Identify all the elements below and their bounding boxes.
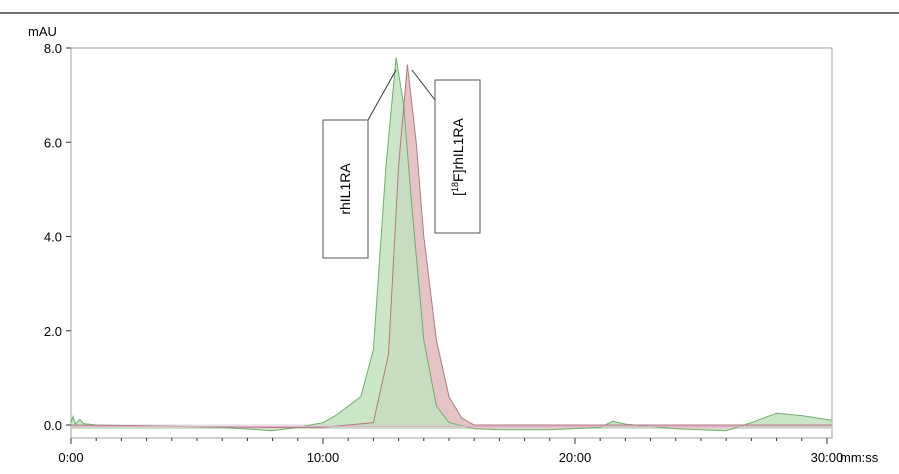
x-tick-label-3: 30:00 <box>811 450 844 465</box>
y-axis-label: mAU <box>28 24 57 39</box>
annotation-18F-rhIL1RA-leader <box>411 69 436 101</box>
y-tick-label-3: 6.0 <box>44 135 62 150</box>
annotation-18F-rhIL1RA-box <box>434 79 481 234</box>
x-tick-label-0: 0:00 <box>58 450 83 465</box>
annotation-18F-rhIL1RA: [18F]rhIL1RA <box>411 69 481 234</box>
plot-area <box>70 47 833 439</box>
y-tick-label-4: 8.0 <box>44 41 62 56</box>
annotation-18F-rhIL1RA-text: [18F]rhIL1RA <box>450 117 466 195</box>
annotation-18F-suffix: F]rhIL1RA <box>450 117 466 181</box>
annotation-rhIL1RA-leader <box>367 69 397 121</box>
x-tick-label-1: 10:00 <box>307 450 340 465</box>
y-tick-label-2: 4.0 <box>44 230 62 245</box>
annotation-18F-superscript: 18 <box>450 182 460 192</box>
annotation-rhIL1RA: rhIL1RA <box>322 69 397 259</box>
y-tick-label-1: 2.0 <box>44 324 62 339</box>
x-axis-unit-label: mm:ss <box>840 450 879 465</box>
series-layer <box>70 57 833 432</box>
y-tick-label-0: 0.0 <box>44 418 62 433</box>
annotation-18F-prefix: [ <box>450 192 466 196</box>
x-tick-label-2: 20:00 <box>559 450 592 465</box>
annotation-rhIL1RA-text: rhIL1RA <box>337 163 353 215</box>
tick-layer: 0.0 2.0 4.0 6.0 8.0 0:00 10:00 20:00 30:00 <box>44 41 843 465</box>
annotation-rhIL1RA-box <box>322 119 369 259</box>
